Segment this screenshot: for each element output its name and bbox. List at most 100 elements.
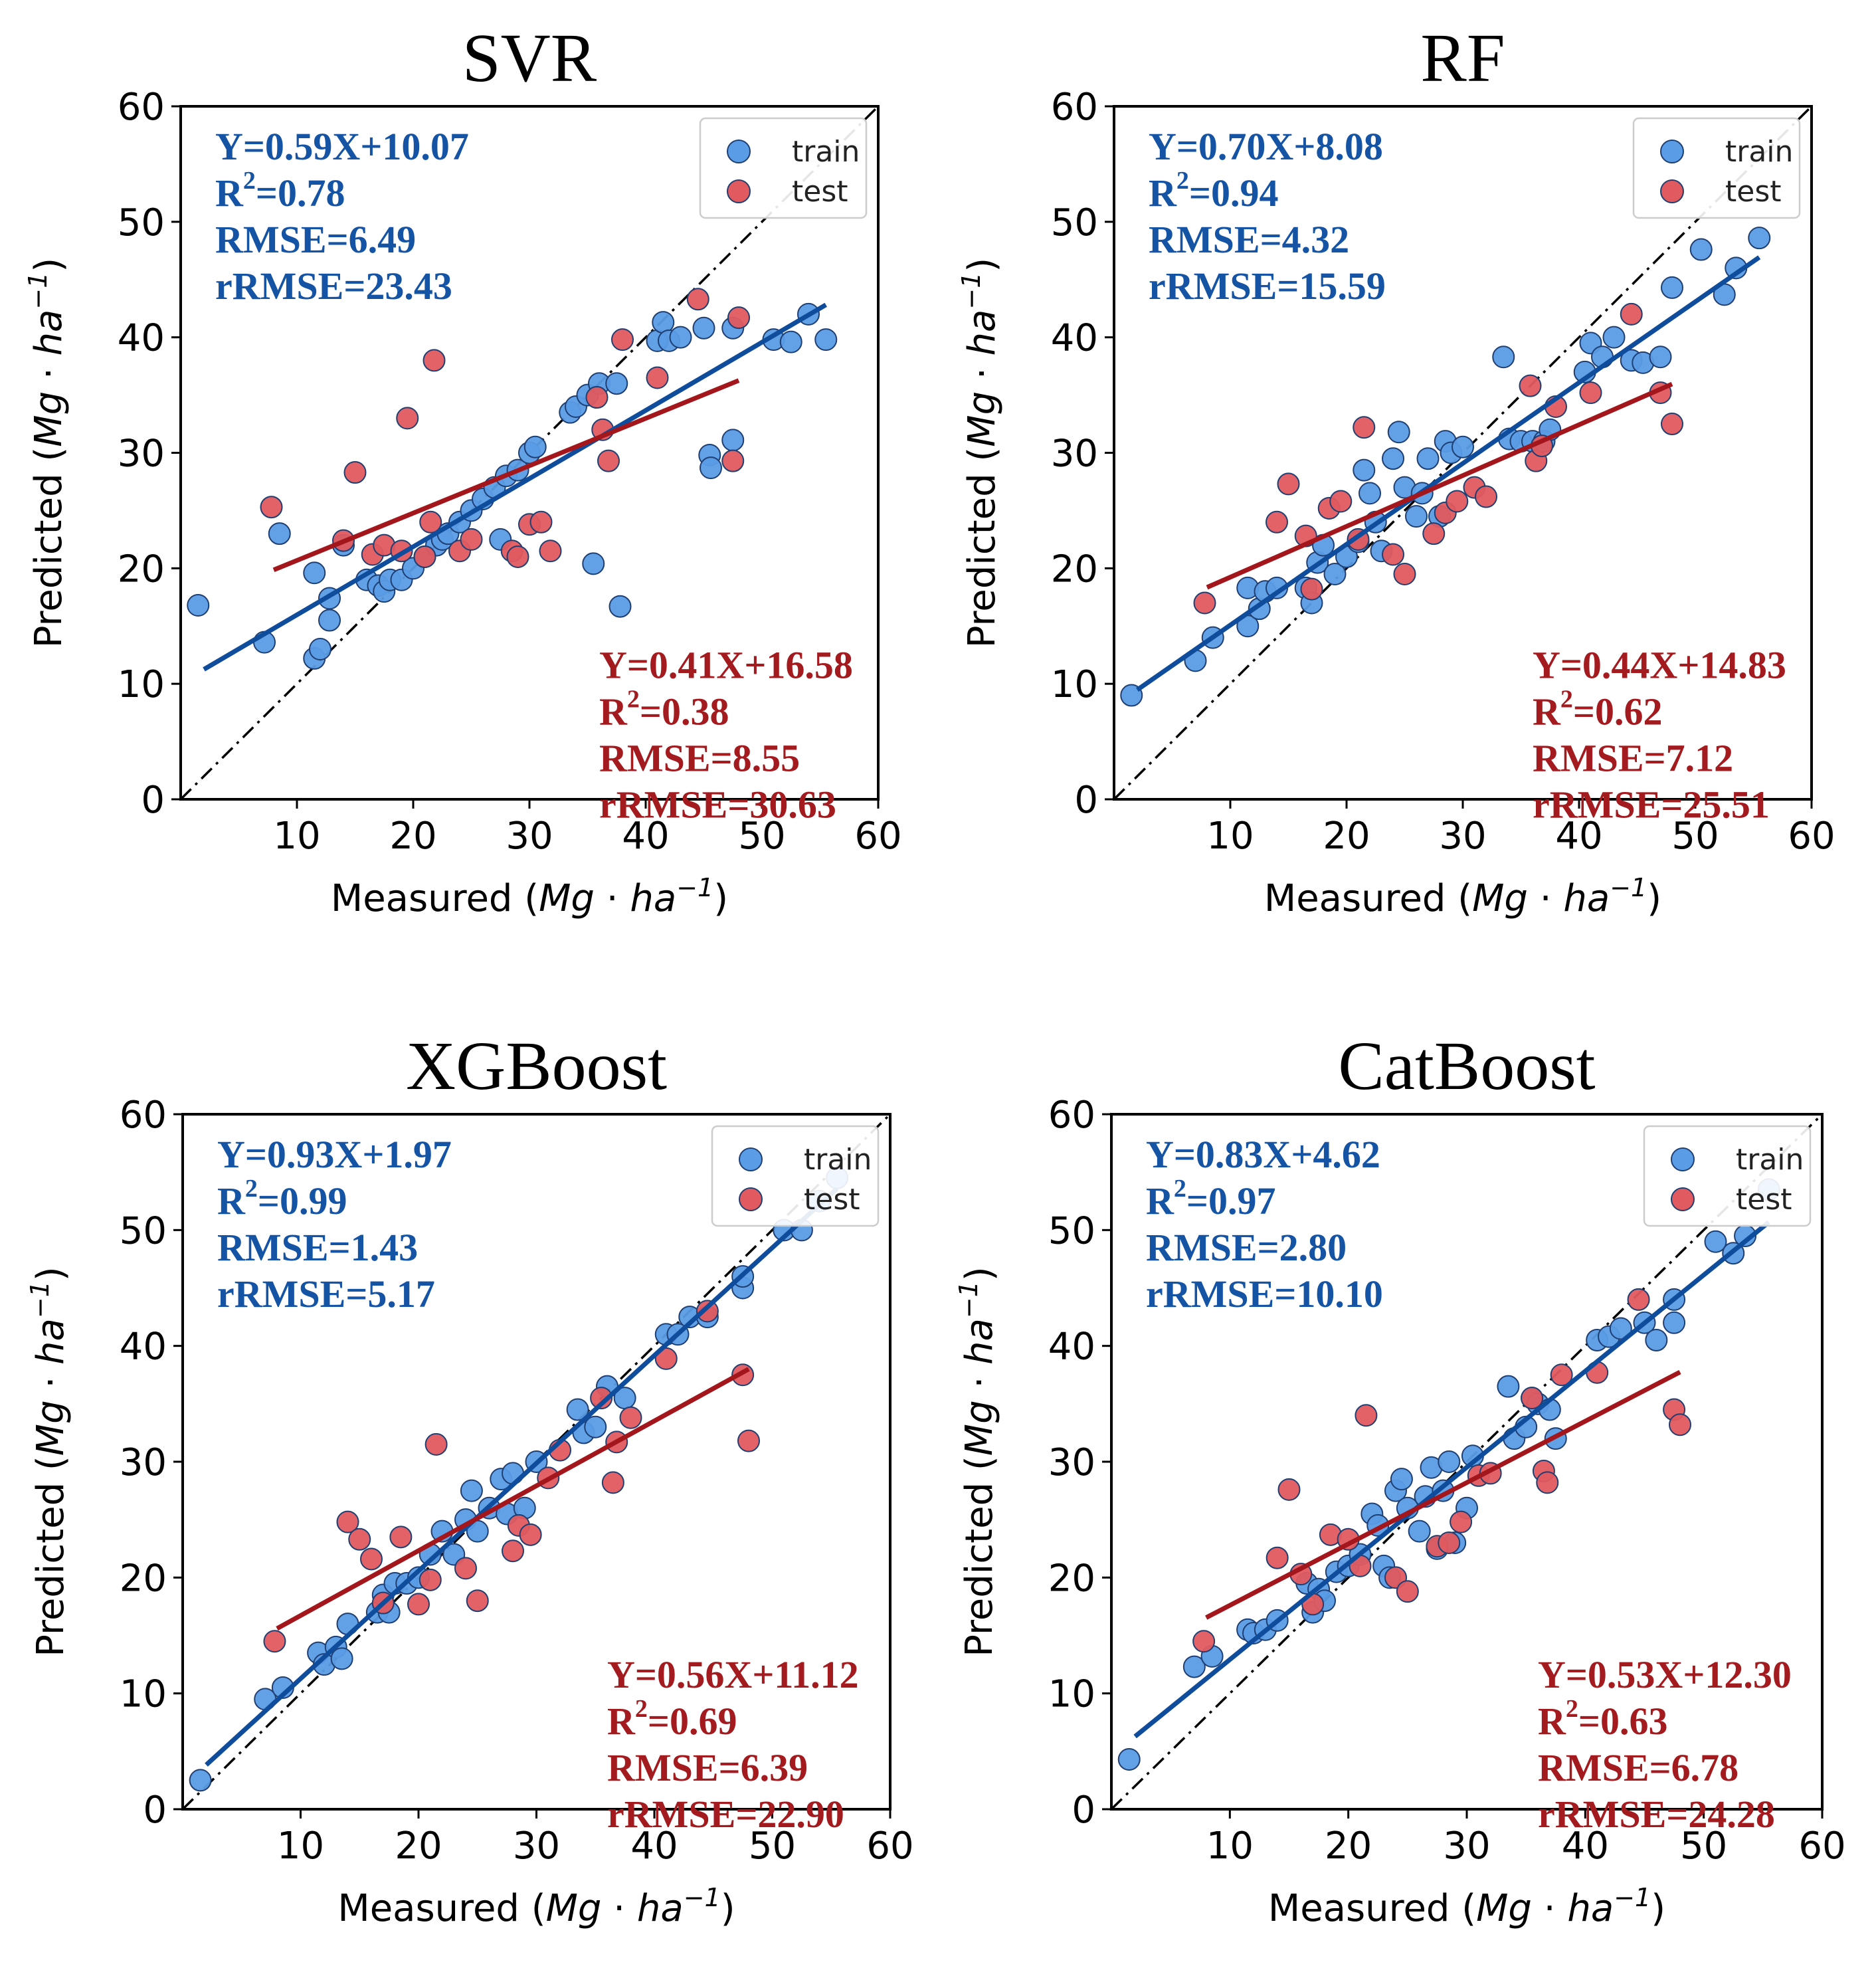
x-tick-label: 10 bbox=[1206, 815, 1254, 858]
legend-test-marker bbox=[739, 1187, 763, 1211]
train-point bbox=[1120, 684, 1143, 707]
train-point bbox=[1382, 447, 1404, 470]
x-tick-label: 50 bbox=[1671, 815, 1719, 858]
train-point bbox=[1649, 345, 1672, 369]
train-point bbox=[1359, 482, 1381, 505]
stat-r2: R2=0.63 bbox=[1538, 1695, 1667, 1743]
legend-train-label: train bbox=[1725, 135, 1793, 169]
train-point bbox=[460, 1479, 483, 1502]
test-point bbox=[529, 510, 553, 534]
x-axis-label: Measured (Mg · ha−1) bbox=[1264, 873, 1661, 920]
stat-rmse: RMSE=6.78 bbox=[1538, 1746, 1738, 1789]
test-point bbox=[727, 306, 750, 330]
test-point bbox=[646, 366, 669, 389]
stat-rrmse: rRMSE=10.10 bbox=[1146, 1272, 1383, 1316]
y-tick-label: 30 bbox=[120, 1441, 167, 1484]
train-point bbox=[584, 1415, 607, 1438]
test-point bbox=[1627, 1288, 1650, 1311]
test-point bbox=[263, 1630, 286, 1653]
stat-r2: R2=0.78 bbox=[215, 167, 345, 215]
panel-svr: SVR 10 20 30 40 50 60 0 10 20 30 40 50 60 Measured (Mg… bbox=[23, 20, 902, 920]
train-fit-line bbox=[203, 302, 828, 672]
panel-title: CatBoost bbox=[1338, 1028, 1595, 1104]
x-tick-label: 10 bbox=[273, 815, 320, 858]
test-point bbox=[389, 1526, 413, 1549]
x-tick-label: 30 bbox=[506, 815, 553, 858]
y-tick-label: 50 bbox=[118, 201, 165, 245]
train-point bbox=[814, 328, 838, 351]
y-tick-label: 10 bbox=[1048, 1673, 1095, 1716]
y-tick-label: 0 bbox=[1072, 1789, 1095, 1832]
y-tick-label: 40 bbox=[120, 1326, 167, 1369]
plot-frame bbox=[1113, 105, 1813, 801]
train-point bbox=[1663, 1311, 1686, 1334]
legend-test-marker bbox=[1660, 179, 1684, 203]
legend: train test bbox=[1643, 1125, 1812, 1227]
one-to-one-line bbox=[1114, 106, 1812, 799]
train-point bbox=[669, 326, 692, 349]
stat-rmse: RMSE=1.43 bbox=[217, 1226, 418, 1269]
test-point bbox=[611, 328, 634, 351]
x-tick-label: 40 bbox=[630, 1824, 678, 1868]
y-tick-label: 50 bbox=[1048, 1209, 1095, 1252]
y-tick-label: 40 bbox=[1051, 317, 1098, 360]
x-tick-label: 50 bbox=[749, 1824, 796, 1868]
test-point bbox=[336, 1510, 359, 1533]
stat-rmse: RMSE=8.55 bbox=[599, 736, 800, 779]
train-point bbox=[609, 595, 632, 618]
y-tick-label: 60 bbox=[1051, 86, 1098, 129]
stat-r2: R2=0.94 bbox=[1149, 167, 1278, 215]
y-tick-label: 30 bbox=[1048, 1441, 1095, 1484]
test-point bbox=[585, 386, 609, 409]
train-point bbox=[1689, 238, 1713, 261]
x-tick-label: 20 bbox=[1325, 1824, 1372, 1868]
train-point bbox=[1661, 276, 1683, 299]
stat-rrmse: rRMSE=5.17 bbox=[217, 1272, 435, 1316]
x-axis-label: Measured (Mg · ha−1) bbox=[1268, 1883, 1665, 1930]
test-point bbox=[1300, 577, 1323, 601]
train-point bbox=[1609, 1317, 1632, 1340]
plot-frame bbox=[179, 105, 880, 801]
y-tick-label: 0 bbox=[143, 1789, 167, 1832]
legend-train-marker bbox=[1671, 1147, 1695, 1171]
test-point bbox=[1550, 1363, 1573, 1387]
panel-xgboost: XGBoost 10 20 30 40 50 60 0 10 20 30 40 50 60 Measured… bbox=[25, 1028, 914, 1930]
test-point bbox=[466, 1589, 489, 1613]
train-point bbox=[1602, 326, 1626, 349]
stat-equation: Y=0.83X+4.62 bbox=[1146, 1133, 1380, 1176]
x-axis-label: Measured (Mg · ha−1) bbox=[331, 873, 728, 920]
panel-title: XGBoost bbox=[406, 1028, 667, 1104]
train-point bbox=[189, 1769, 212, 1792]
stat-r2: R2=0.38 bbox=[599, 685, 729, 733]
test-point bbox=[1475, 485, 1497, 508]
stat-equation: Y=0.56X+11.12 bbox=[607, 1653, 859, 1696]
x-tick-label: 40 bbox=[622, 815, 669, 858]
train-fit-line bbox=[1136, 255, 1761, 692]
test-point bbox=[396, 407, 419, 430]
test-point bbox=[413, 545, 436, 568]
train-point bbox=[303, 561, 326, 585]
train-point bbox=[1438, 1450, 1461, 1473]
test-point bbox=[1446, 490, 1469, 513]
train-point bbox=[1408, 1520, 1431, 1543]
stat-rrmse: rRMSE=23.43 bbox=[215, 264, 452, 308]
stat-equation: Y=0.41X+16.58 bbox=[599, 643, 853, 686]
train-point bbox=[779, 330, 802, 353]
test-point bbox=[519, 1523, 542, 1546]
stat-rmse: RMSE=2.80 bbox=[1146, 1226, 1347, 1269]
legend-train-marker bbox=[727, 140, 751, 163]
test-point bbox=[1661, 413, 1683, 436]
test-point bbox=[1382, 543, 1404, 566]
test-point bbox=[619, 1406, 642, 1429]
train-point bbox=[721, 429, 745, 452]
test-point bbox=[419, 1568, 442, 1591]
legend-test-label: test bbox=[792, 175, 848, 209]
test-point bbox=[654, 1347, 678, 1370]
y-tick-label: 10 bbox=[120, 1673, 167, 1716]
train-point bbox=[566, 1398, 589, 1421]
y-tick-label: 10 bbox=[1051, 663, 1098, 706]
y-tick-label: 20 bbox=[118, 547, 165, 591]
